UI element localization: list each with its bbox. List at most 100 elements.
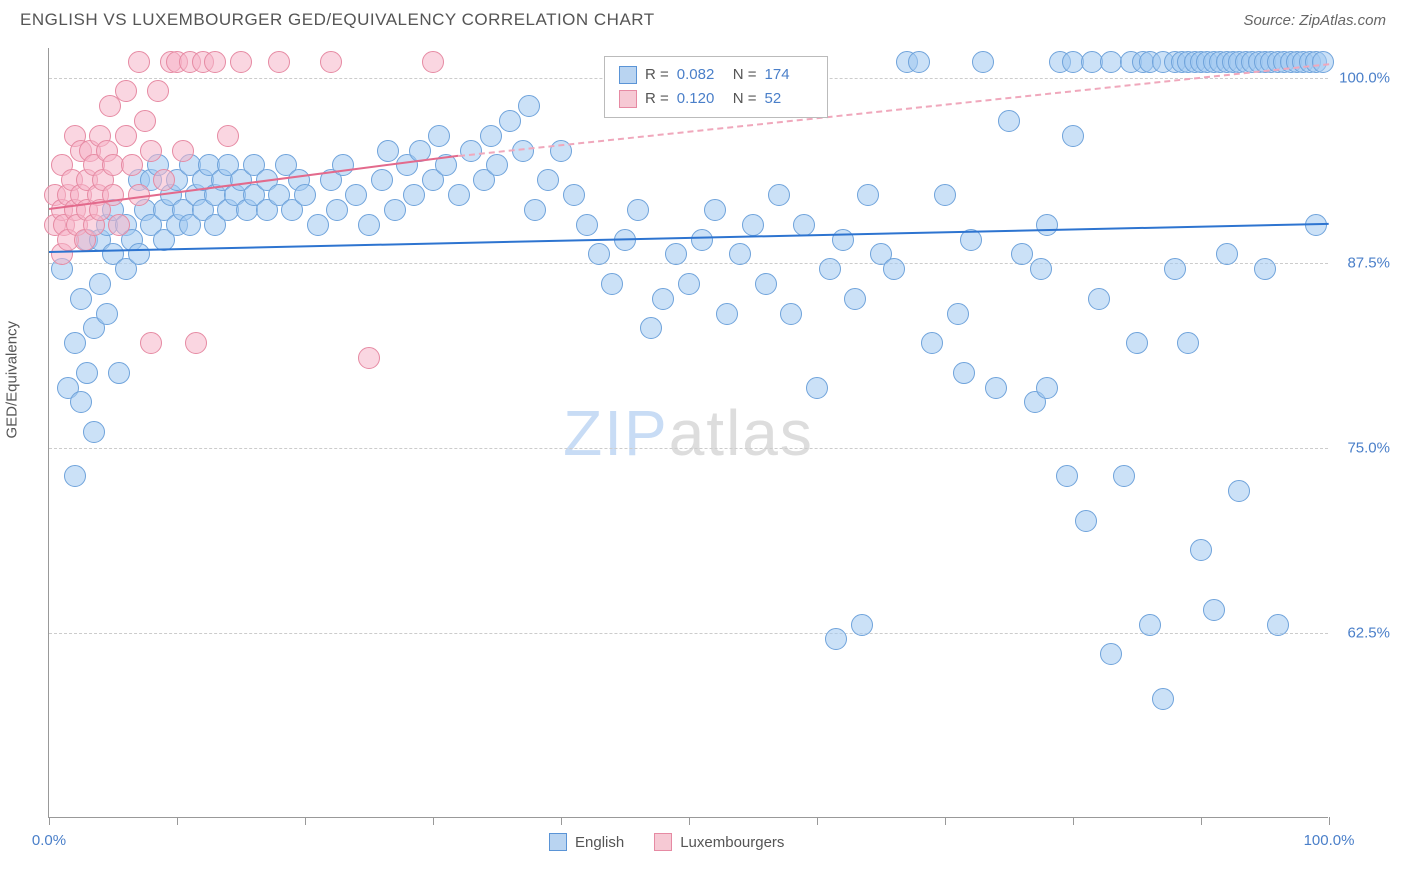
data-point [115,80,137,102]
data-point [1164,258,1186,280]
data-point [358,214,380,236]
r-label: R = [645,63,669,87]
data-point [819,258,841,280]
data-point [640,317,662,339]
x-tick [49,817,50,825]
data-point [1139,614,1161,636]
data-point [793,214,815,236]
watermark: ZIPatlas [563,396,814,470]
y-tick-label: 62.5% [1347,624,1390,641]
data-point [1228,480,1250,502]
data-point [153,169,175,191]
data-point [998,110,1020,132]
x-tick [1073,817,1074,825]
data-point [147,80,169,102]
x-tick [689,817,690,825]
data-point [172,140,194,162]
data-point [908,51,930,73]
data-point [825,628,847,650]
data-point [230,51,252,73]
data-point [1190,539,1212,561]
data-point [1152,688,1174,710]
correlation-legend: R =0.082N =174R =0.120N = 52 [604,56,828,118]
data-point [371,169,393,191]
n-label: N = [733,87,757,111]
data-point [947,303,969,325]
gridline [49,263,1328,264]
trend-line [49,223,1329,253]
data-point [403,184,425,206]
data-point [1036,377,1058,399]
data-point [268,51,290,73]
data-point [972,51,994,73]
data-point [115,125,137,147]
data-point [121,154,143,176]
y-tick-label: 75.0% [1347,439,1390,456]
data-point [128,51,150,73]
data-point [768,184,790,206]
data-point [1075,510,1097,532]
chart-source: Source: ZipAtlas.com [1243,12,1386,29]
data-point [448,184,470,206]
data-point [742,214,764,236]
data-point [428,125,450,147]
data-point [691,229,713,251]
data-point [422,51,444,73]
data-point [780,303,802,325]
data-point [217,125,239,147]
y-axis-label: GED/Equivalency [4,321,21,439]
data-point [377,140,399,162]
data-point [140,332,162,354]
data-point [1056,465,1078,487]
data-point [140,140,162,162]
data-point [678,273,700,295]
data-point [588,243,610,265]
data-point [1177,332,1199,354]
x-tick [817,817,818,825]
legend-swatch [619,66,637,84]
data-point [460,140,482,162]
data-point [601,273,623,295]
data-point [134,110,156,132]
data-point [345,184,367,206]
data-point [358,347,380,369]
r-label: R = [645,87,669,111]
data-point [1254,258,1276,280]
data-point [716,303,738,325]
legend-label: Luxembourgers [680,834,784,851]
legend-swatch [619,90,637,108]
data-point [1203,599,1225,621]
data-point [1216,243,1238,265]
n-value: 174 [765,63,813,87]
data-point [384,199,406,221]
data-point [934,184,956,206]
data-point [307,214,329,236]
data-point [537,169,559,191]
gridline [49,633,1328,634]
data-point [499,110,521,132]
x-tick [1329,817,1330,825]
data-point [76,362,98,384]
data-point [1030,258,1052,280]
data-point [1011,243,1033,265]
legend-swatch [549,833,567,851]
data-point [1312,51,1334,73]
data-point [1062,125,1084,147]
data-point [1100,643,1122,665]
x-tick [561,817,562,825]
data-point [1267,614,1289,636]
legend-item: Luxembourgers [654,833,784,851]
data-point [102,184,124,206]
data-point [704,199,726,221]
data-point [332,154,354,176]
data-point [518,95,540,117]
legend-row: R =0.120N = 52 [619,87,813,111]
legend-item: English [549,833,624,851]
x-tick [177,817,178,825]
legend-swatch [654,833,672,851]
data-point [921,332,943,354]
data-point [108,214,130,236]
data-point [480,125,502,147]
data-point [89,273,111,295]
data-point [832,229,854,251]
